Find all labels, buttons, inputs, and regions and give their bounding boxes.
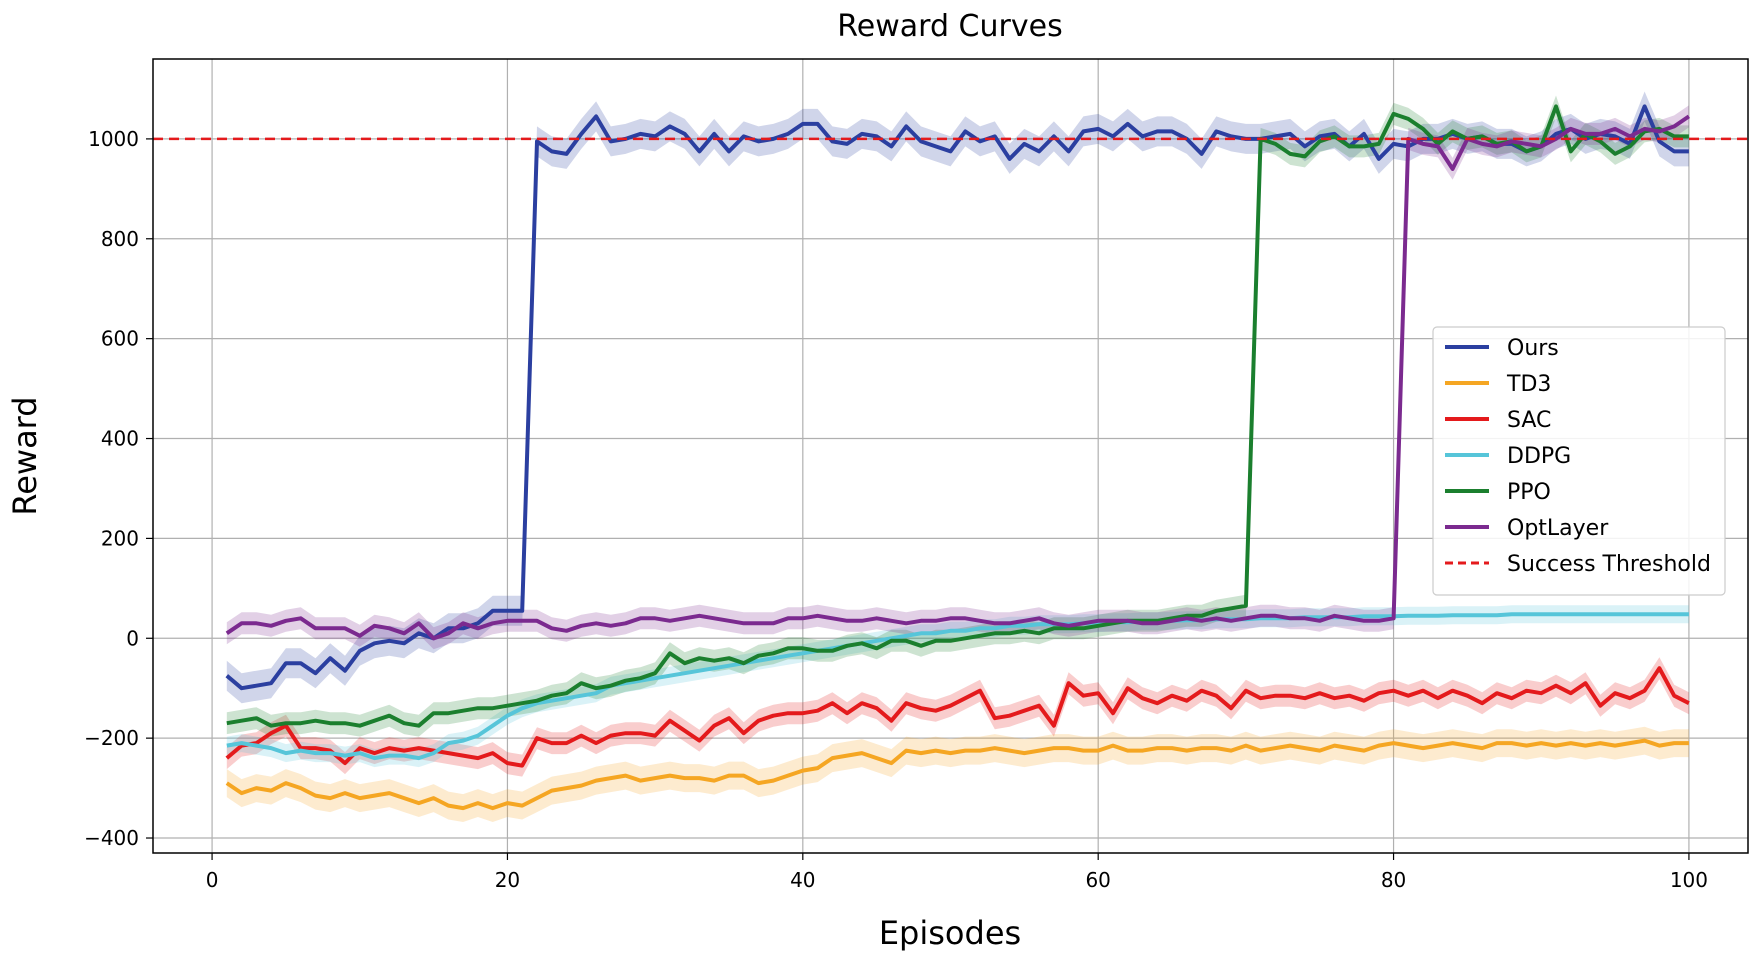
y-tick-label: 0 — [126, 626, 139, 650]
x-tick-label: 80 — [1381, 868, 1406, 892]
x-tick-label: 60 — [1085, 868, 1110, 892]
ddpg-line — [226, 612, 1689, 761]
x-tick-label: 40 — [790, 868, 815, 892]
x-tick-label: 20 — [495, 868, 520, 892]
series-lines — [225, 104, 1691, 811]
legend-label-ddpg: DDPG — [1507, 444, 1571, 469]
x-tick-label: 100 — [1670, 868, 1708, 892]
legend-label-ppo: PPO — [1507, 480, 1551, 505]
chart-title: Reward Curves — [837, 9, 1062, 44]
legend-label-success-threshold: Success Threshold — [1507, 552, 1711, 577]
y-tick-label: −400 — [84, 826, 139, 850]
ppo-line — [226, 104, 1689, 728]
y-tick-label: 600 — [101, 327, 139, 351]
y-tick-label: 200 — [101, 526, 139, 550]
legend-label-sac: SAC — [1507, 408, 1551, 433]
axis-ticks: 0 20 40 60 80 100 −400 −200 0 200 400 600 800 1000 — [84, 127, 1708, 892]
plot-frame — [152, 58, 1749, 854]
legend-box — [1432, 326, 1726, 596]
y-tick-label: −200 — [84, 726, 139, 750]
y-tick-label: 1000 — [88, 127, 139, 151]
y-axis-title: Reward — [6, 396, 44, 515]
td3-line — [225, 738, 1689, 811]
legend-label-ours: Ours — [1507, 336, 1559, 361]
legend-label-td3: TD3 — [1506, 372, 1551, 397]
legend: Ours TD3 SAC DDPG PPO OptLayer Success Thresho… — [1432, 326, 1726, 596]
optlayer-line — [225, 114, 1691, 641]
x-axis-title: Episodes — [879, 914, 1021, 952]
legend-label-optlayer: OptLayer — [1507, 516, 1609, 541]
y-tick-label: 400 — [101, 427, 139, 451]
sac-band — [226, 657, 1689, 777]
sac-line — [225, 666, 1690, 768]
x-tick-label: 0 — [206, 868, 219, 892]
y-tick-label: 800 — [101, 227, 139, 251]
